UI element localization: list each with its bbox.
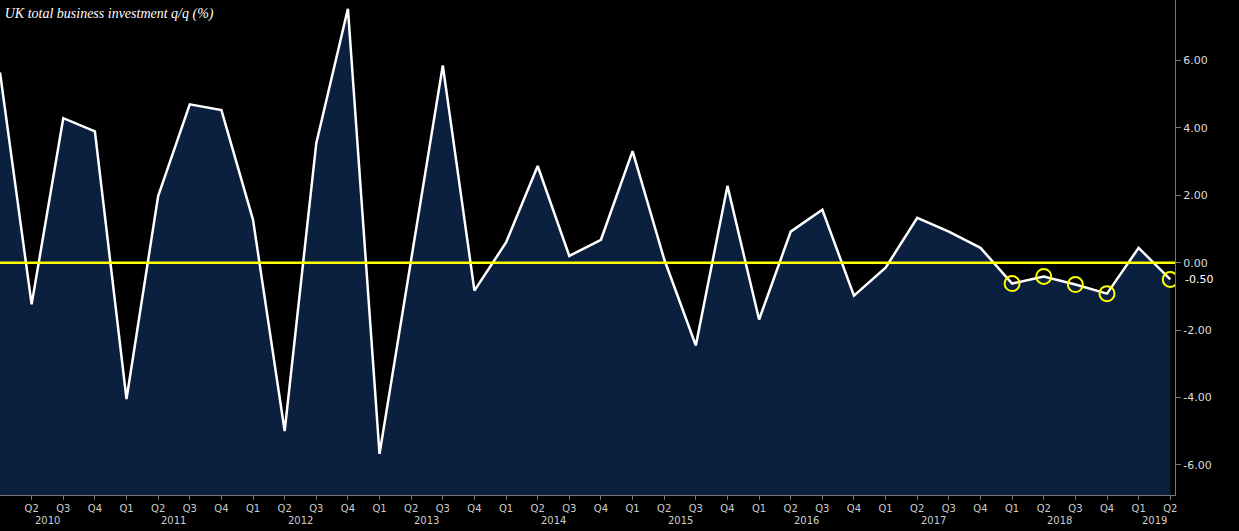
svg-text:UK total business investment q: UK total business investment q/q (%) [5,6,214,22]
svg-text:Q4: Q4 [467,503,481,514]
svg-text:Q3: Q3 [436,503,450,514]
svg-text:2017: 2017 [921,515,946,526]
svg-text:2.00: 2.00 [1183,189,1208,202]
svg-text:Q2: Q2 [404,503,418,514]
svg-text:-6.00: -6.00 [1183,459,1211,472]
svg-text:2014: 2014 [541,515,566,526]
svg-text:Q1: Q1 [1132,503,1146,514]
svg-text:Q2: Q2 [1037,503,1051,514]
svg-text:Q2: Q2 [657,503,671,514]
svg-text:Q3: Q3 [689,503,703,514]
svg-text:Q4: Q4 [973,503,987,514]
svg-text:Q2: Q2 [278,503,292,514]
svg-text:Q1: Q1 [878,503,892,514]
svg-text:Q4: Q4 [214,503,228,514]
svg-text:Q3: Q3 [56,503,70,514]
svg-text:Q3: Q3 [942,503,956,514]
svg-text:Q2: Q2 [25,503,39,514]
svg-text:2018: 2018 [1047,515,1072,526]
svg-text:Q1: Q1 [1005,503,1019,514]
svg-text:Q3: Q3 [1068,503,1082,514]
svg-text:Q2: Q2 [151,503,165,514]
svg-text:Q1: Q1 [119,503,133,514]
svg-text:Q4: Q4 [594,503,608,514]
svg-text:Q1: Q1 [372,503,386,514]
svg-text:Q1: Q1 [625,503,639,514]
svg-text:Q1: Q1 [752,503,766,514]
svg-text:Q4: Q4 [341,503,355,514]
svg-text:Q4: Q4 [88,503,102,514]
svg-text:2016: 2016 [794,515,819,526]
svg-text:2013: 2013 [414,515,439,526]
svg-text:Q3: Q3 [183,503,197,514]
svg-text:2011: 2011 [161,515,186,526]
svg-text:Q3: Q3 [562,503,576,514]
svg-text:Q2: Q2 [1163,503,1177,514]
svg-text:0.00: 0.00 [1183,257,1208,270]
svg-text:-0.50: -0.50 [1185,273,1213,286]
svg-text:Q3: Q3 [309,503,323,514]
svg-text:Q3: Q3 [815,503,829,514]
svg-text:6.00: 6.00 [1183,54,1208,67]
svg-text:Q4: Q4 [847,503,861,514]
svg-text:Q2: Q2 [531,503,545,514]
svg-text:2010: 2010 [35,515,60,526]
svg-text:2012: 2012 [288,515,313,526]
svg-text:Q1: Q1 [246,503,260,514]
svg-text:4.00: 4.00 [1183,122,1208,135]
svg-text:Q1: Q1 [499,503,513,514]
svg-text:Q4: Q4 [720,503,734,514]
svg-text:-4.00: -4.00 [1183,391,1211,404]
svg-text:Q2: Q2 [784,503,798,514]
svg-text:2019: 2019 [1142,515,1167,526]
svg-text:-2.00: -2.00 [1183,324,1211,337]
svg-text:Q2: Q2 [910,503,924,514]
svg-text:2015: 2015 [668,515,693,526]
svg-text:Q4: Q4 [1100,503,1114,514]
